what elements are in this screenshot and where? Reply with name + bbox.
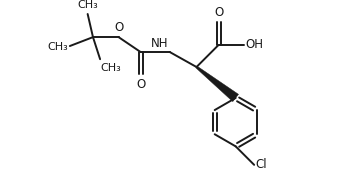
Text: O: O (115, 21, 124, 34)
Text: OH: OH (245, 38, 264, 51)
Text: CH₃: CH₃ (47, 42, 68, 52)
Text: O: O (136, 78, 145, 91)
Text: CH₃: CH₃ (77, 0, 98, 10)
Polygon shape (196, 66, 239, 102)
Text: NH: NH (151, 37, 168, 50)
Text: CH₃: CH₃ (101, 63, 122, 73)
Text: O: O (214, 6, 223, 19)
Text: Cl: Cl (256, 158, 267, 171)
